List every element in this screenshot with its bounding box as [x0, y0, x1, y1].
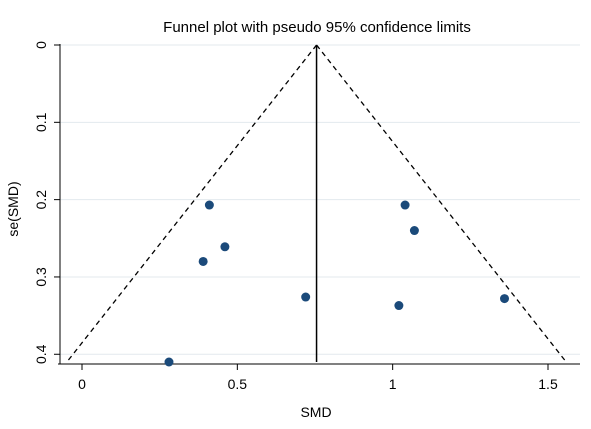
study-point — [198, 256, 208, 266]
y-tick-label: 0.1 — [33, 112, 49, 132]
x-tick-label: 0 — [78, 376, 86, 392]
study-point — [400, 200, 410, 210]
funnel-limits — [66, 44, 567, 363]
y-axis-title: se(SMD) — [5, 181, 21, 236]
study-point — [500, 294, 510, 304]
y-tick-label: 0 — [33, 41, 49, 49]
gridlines — [60, 44, 580, 355]
x-tick-label: 0.5 — [228, 376, 248, 392]
upper-confidence-limit — [316, 44, 567, 363]
study-point — [220, 242, 230, 252]
study-point — [394, 301, 404, 311]
y-tick-label: 0.2 — [33, 190, 49, 210]
study-point — [409, 226, 419, 236]
y-tick-label: 0.4 — [33, 344, 49, 364]
chart-title: Funnel plot with pseudo 95% confidence l… — [163, 19, 471, 36]
x-tick-label: 1 — [389, 376, 397, 392]
data-points — [164, 200, 510, 367]
x-axis-title: SMD — [300, 404, 331, 420]
study-point — [301, 292, 311, 302]
x-tick-label: 1.5 — [538, 376, 558, 392]
y-tick-label: 0.3 — [33, 267, 49, 287]
study-point — [204, 200, 214, 210]
study-point — [164, 357, 174, 367]
axes: 0 0.1 0.2 0.3 0.4 0 0.5 1 1.5 — [33, 41, 580, 392]
lower-confidence-limit — [66, 44, 318, 363]
